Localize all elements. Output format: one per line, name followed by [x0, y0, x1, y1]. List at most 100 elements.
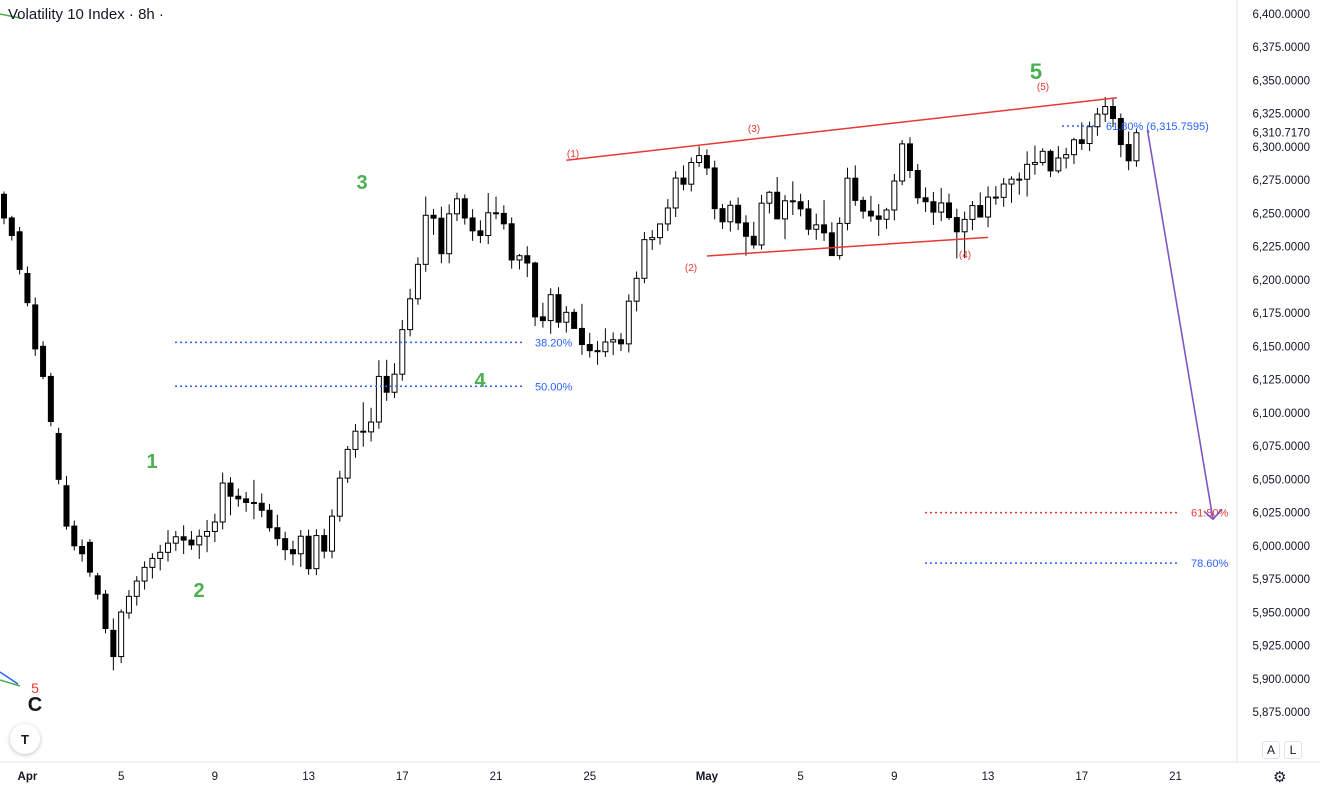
candle-up: [368, 421, 375, 433]
tradingview-logo-icon[interactable]: ⁠T: [10, 724, 40, 754]
candle-up: [1094, 113, 1101, 128]
candle-down: [258, 502, 265, 511]
fib-target-78-label: 78.60%: [1191, 558, 1229, 570]
projection-arrow-head: [1203, 508, 1223, 521]
candle-down: [922, 197, 929, 203]
y-tick-label: 6,350.0000: [1252, 75, 1310, 87]
candle-up: [329, 515, 336, 552]
candle-down: [524, 255, 531, 264]
candle-up: [625, 300, 632, 345]
candle-down: [383, 375, 390, 393]
candle-up: [516, 255, 523, 261]
candle-down: [47, 375, 54, 422]
price-axis[interactable]: 6,400.0000 6,375.0000 6,350.0000 6,325.0000…: [1236, 0, 1310, 762]
x-tick-label: 13: [982, 771, 995, 783]
candle-down: [586, 344, 593, 352]
log-scale-button[interactable]: L: [1284, 741, 1302, 759]
candle-up: [836, 222, 843, 257]
candle-down: [1078, 139, 1085, 144]
candle-up: [399, 329, 406, 375]
candle-down: [289, 549, 296, 555]
channel-upper-line: [566, 97, 1118, 161]
y-tick-label: 6,300.0000: [1252, 142, 1310, 154]
candle-up: [563, 311, 570, 323]
candle-down: [578, 327, 585, 346]
y-tick-label: 5,950.0000: [1252, 607, 1310, 619]
wave-label-green: 3: [356, 172, 367, 194]
candle-up: [813, 224, 820, 230]
fib-top-label: 61.80% (6,315.7595): [1106, 121, 1209, 133]
gear-icon[interactable]: ⚙: [1273, 769, 1287, 786]
symbol-title[interactable]: Volatility 10 Index · 8h ·: [8, 6, 164, 23]
candle-down: [235, 495, 242, 500]
candle-up: [664, 207, 671, 225]
x-tick-label: 13: [302, 771, 315, 783]
fib-38-label: 38.20%: [535, 337, 573, 349]
candle-down: [1125, 144, 1132, 162]
x-tick-label: Apr: [18, 771, 38, 783]
channel-lower-line: [706, 236, 989, 257]
candle-down: [493, 212, 500, 215]
y-tick-label: 6,025.0000: [1252, 508, 1310, 520]
fib-50-label: 50.00%: [535, 381, 573, 393]
candle-up: [1039, 150, 1046, 164]
y-tick-label: 6,325.0000: [1252, 109, 1310, 121]
candle-down: [742, 222, 749, 237]
candle-down: [805, 208, 812, 230]
projection-arrow-line: [1146, 129, 1214, 520]
candle-up: [375, 375, 382, 423]
candle-down: [102, 593, 109, 630]
fib-target-61-label: 61.80%: [1191, 508, 1229, 520]
candle-down: [735, 204, 742, 224]
candle-up: [446, 213, 453, 255]
candle-up: [891, 180, 898, 211]
candle-up: [1063, 154, 1070, 159]
candle-down: [867, 210, 874, 217]
candle-up: [1031, 162, 1038, 165]
candle-up: [407, 298, 414, 331]
candle-down: [266, 509, 273, 529]
candle-down: [750, 235, 757, 246]
previous-wave-line-green: [0, 679, 21, 687]
auto-scale-button[interactable]: A: [1262, 741, 1280, 759]
candle-down: [1, 193, 7, 219]
candle-down: [71, 525, 78, 547]
candle-up: [157, 551, 164, 559]
candle-up: [297, 535, 304, 555]
candle-up: [883, 209, 890, 220]
candle-down: [188, 539, 195, 546]
candle-down: [24, 273, 31, 304]
candle-down: [477, 230, 484, 236]
y-tick-label: 6,100.0000: [1252, 408, 1310, 420]
x-tick-label: 25: [583, 771, 596, 783]
candle-up: [149, 557, 156, 568]
candle-down: [617, 339, 624, 345]
candle-up: [641, 239, 648, 279]
candle-up: [344, 448, 351, 479]
x-tick-label: 17: [1075, 771, 1088, 783]
candle-down: [40, 345, 47, 377]
candle-down: [321, 535, 328, 552]
x-tick-label: 5: [118, 771, 124, 783]
x-tick-label: 9: [212, 771, 218, 783]
candle-up: [485, 212, 492, 236]
candle-up: [118, 611, 125, 658]
wave-label-red: (5): [1037, 82, 1049, 93]
candle-up: [414, 263, 421, 300]
candle-down: [1016, 178, 1023, 181]
candle-down: [594, 350, 601, 353]
candle-down: [953, 217, 960, 233]
candle-up: [969, 205, 976, 220]
wave-label-green: 4: [474, 370, 486, 392]
wave-label-green: 1: [146, 451, 157, 473]
candle-down: [461, 198, 468, 219]
time-axis[interactable]: Apr 5 9 13 17 21 25 May 5 9 13 17 21: [0, 761, 1320, 783]
candle-down: [703, 155, 710, 169]
candle-down: [508, 223, 515, 261]
candle-up: [633, 277, 640, 302]
candle-up: [133, 580, 140, 597]
candle-up: [1070, 139, 1077, 156]
candle-down: [500, 212, 507, 225]
candle-down: [16, 231, 23, 270]
